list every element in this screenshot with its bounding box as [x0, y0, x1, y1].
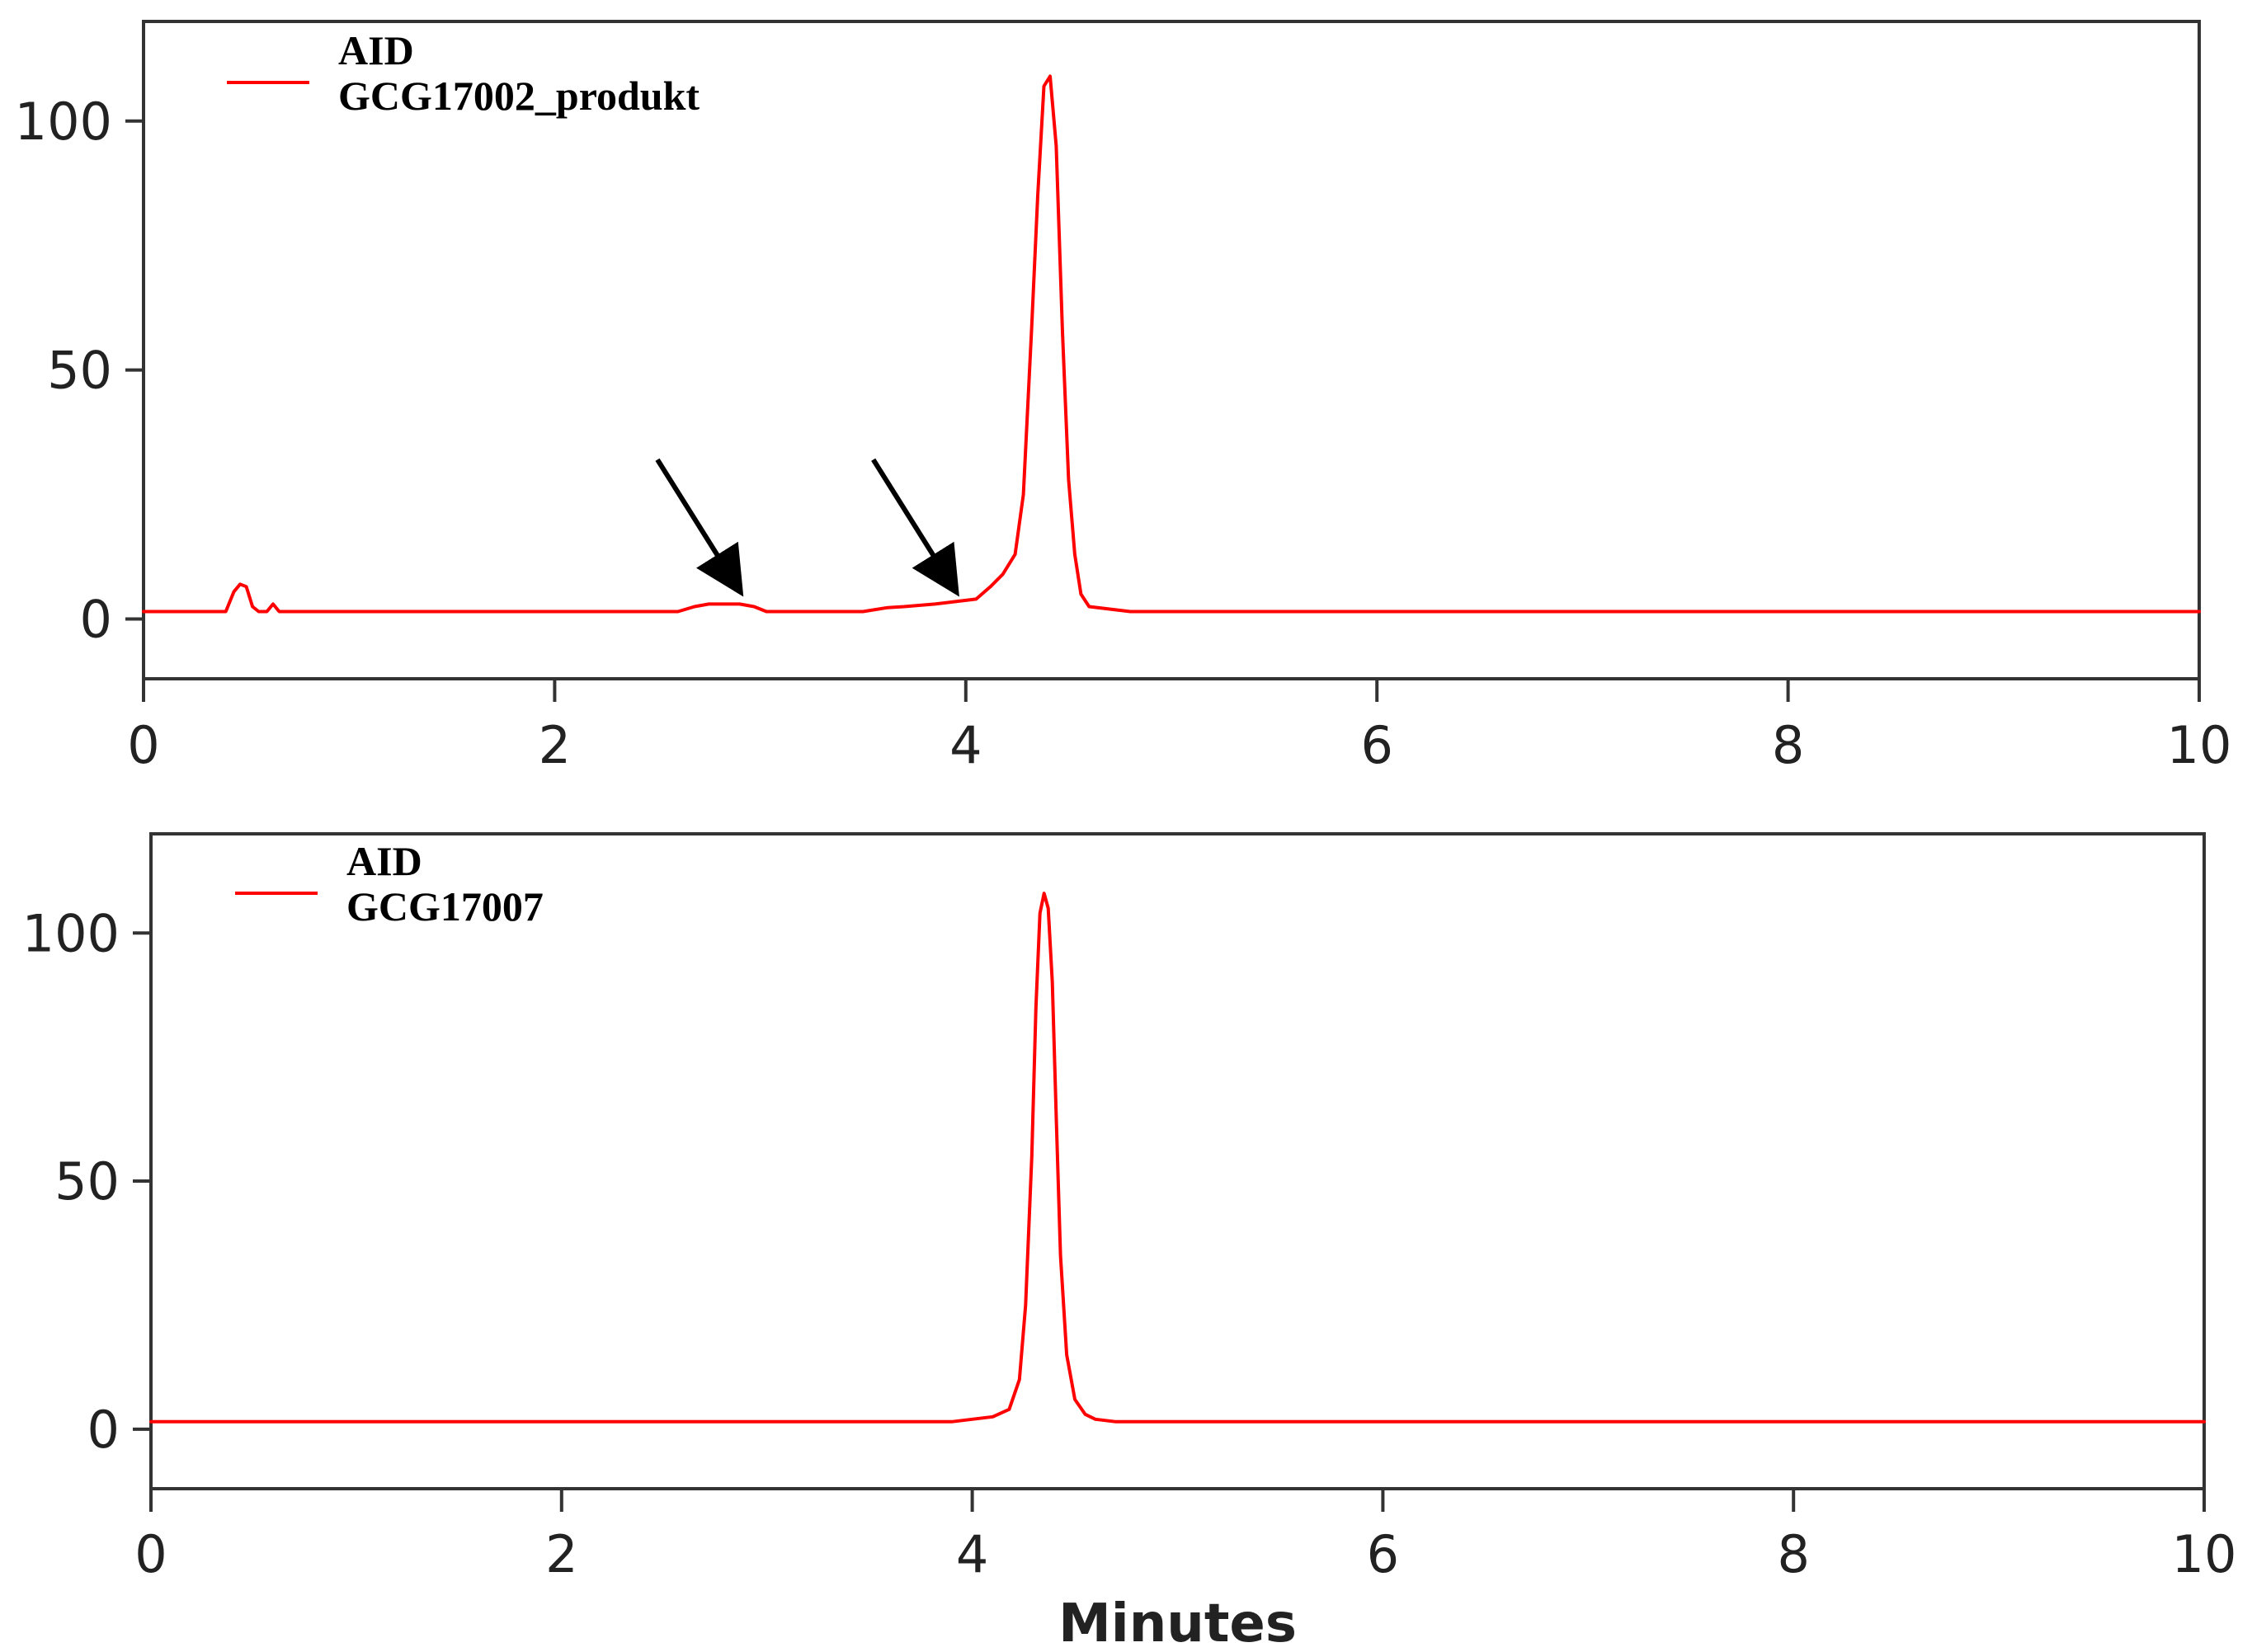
x-tick-label: 8 [1777, 1524, 1809, 1584]
x-tick-label: 0 [134, 1524, 167, 1584]
x-tick-label: 6 [1360, 715, 1392, 775]
x-tick-label: 4 [956, 1524, 988, 1584]
series-line-GCG17007 [149, 892, 2206, 1424]
y-tick-label: 100 [15, 92, 112, 152]
x-tick-label: 2 [545, 1524, 577, 1584]
x-tick-label: 0 [127, 715, 159, 775]
legend-entry: GCG17002_produkt [338, 73, 700, 119]
legend-title: AID [346, 838, 422, 884]
legend-entry: GCG17007 [346, 883, 544, 930]
annotation-arrow-2 [871, 458, 959, 597]
y-tick-label: 100 [22, 903, 120, 963]
x-tick-label: 2 [539, 715, 571, 775]
x-tick-label: 4 [949, 715, 982, 775]
y-tick-label: 0 [87, 1400, 120, 1460]
y-tick-label: 0 [80, 590, 112, 650]
y-tick-label: 50 [47, 341, 112, 401]
x-tick-label: 10 [2167, 715, 2232, 775]
plot-frame [142, 20, 2201, 680]
annotation-arrow-1 [655, 458, 744, 597]
x-tick-label: 10 [2172, 1524, 2237, 1584]
x-tick-label: 6 [1367, 1524, 1399, 1584]
x-tick-label: 8 [1772, 715, 1804, 775]
y-tick-label: 50 [54, 1151, 120, 1212]
plot-frame [149, 832, 2206, 1490]
x-axis-label: Minutes [1058, 1593, 1297, 1652]
legend-title: AID [338, 27, 414, 73]
series-line-GCG17002_produkt [142, 74, 2201, 614]
